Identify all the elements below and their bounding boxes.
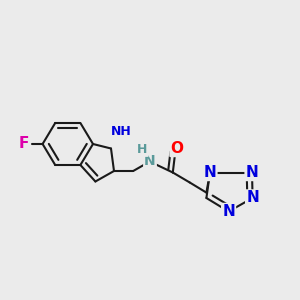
- Text: N: N: [144, 154, 156, 168]
- Text: N: N: [246, 165, 258, 180]
- Text: NH: NH: [111, 125, 132, 139]
- Text: O: O: [170, 141, 184, 156]
- Text: N: N: [246, 190, 259, 206]
- Text: N: N: [222, 204, 235, 219]
- Text: F: F: [18, 136, 28, 152]
- Text: H: H: [137, 143, 148, 156]
- Text: N: N: [204, 165, 216, 180]
